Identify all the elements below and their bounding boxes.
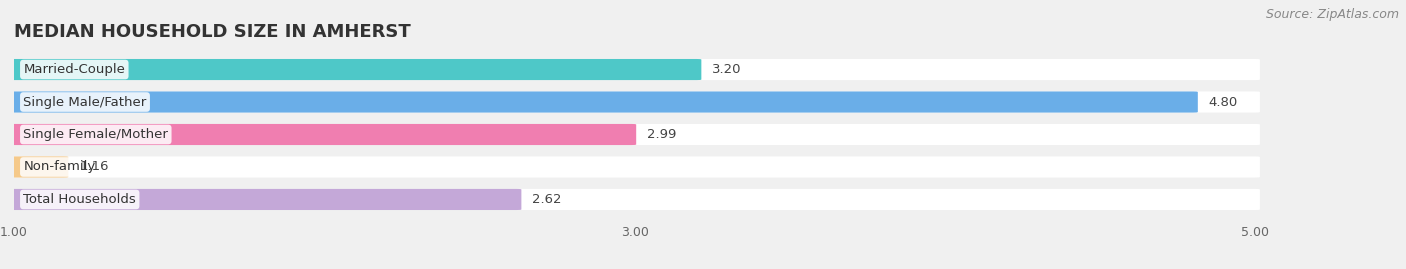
FancyBboxPatch shape xyxy=(10,91,1198,112)
Text: 2.99: 2.99 xyxy=(647,128,676,141)
Text: MEDIAN HOUSEHOLD SIZE IN AMHERST: MEDIAN HOUSEHOLD SIZE IN AMHERST xyxy=(14,23,411,41)
FancyBboxPatch shape xyxy=(10,189,522,210)
FancyBboxPatch shape xyxy=(10,189,1260,210)
Text: 2.62: 2.62 xyxy=(533,193,562,206)
FancyBboxPatch shape xyxy=(10,157,1260,178)
Text: Single Male/Father: Single Male/Father xyxy=(24,95,146,108)
Text: Total Households: Total Households xyxy=(24,193,136,206)
FancyBboxPatch shape xyxy=(10,157,69,178)
Text: Single Female/Mother: Single Female/Mother xyxy=(24,128,169,141)
Text: Married-Couple: Married-Couple xyxy=(24,63,125,76)
FancyBboxPatch shape xyxy=(10,124,636,145)
Text: 1.16: 1.16 xyxy=(79,161,108,174)
FancyBboxPatch shape xyxy=(10,59,702,80)
FancyBboxPatch shape xyxy=(10,124,1260,145)
FancyBboxPatch shape xyxy=(10,91,1260,112)
Text: Non-family: Non-family xyxy=(24,161,96,174)
Text: Source: ZipAtlas.com: Source: ZipAtlas.com xyxy=(1265,8,1399,21)
Text: 4.80: 4.80 xyxy=(1209,95,1237,108)
Text: 3.20: 3.20 xyxy=(713,63,742,76)
FancyBboxPatch shape xyxy=(10,59,1260,80)
